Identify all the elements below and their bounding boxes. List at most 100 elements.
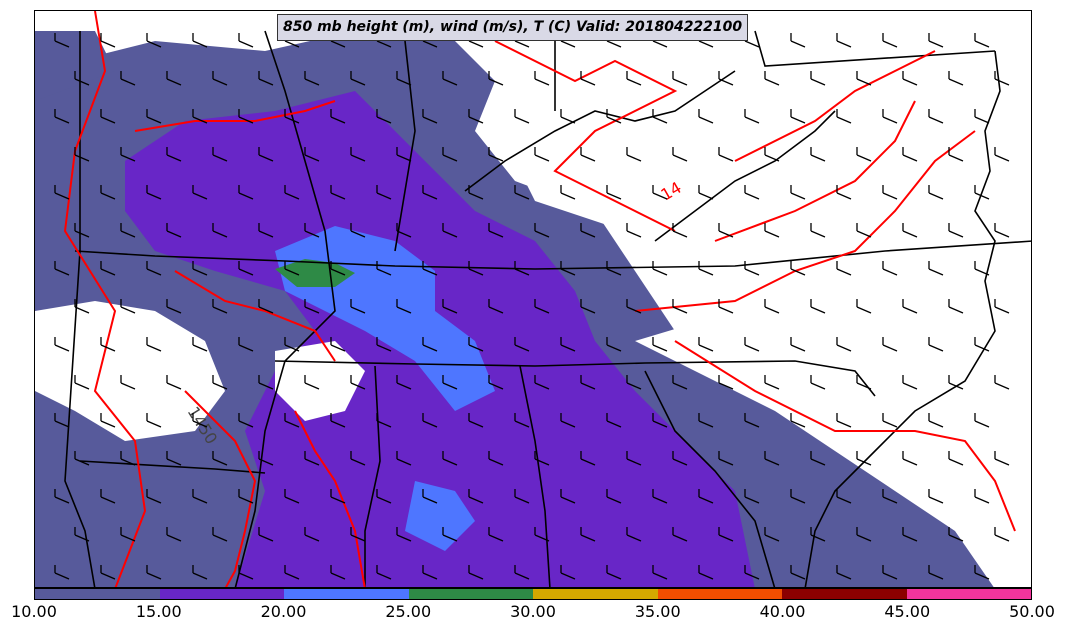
wind-barb — [192, 261, 208, 276]
wind-barb — [54, 33, 70, 48]
wind-barb — [882, 489, 898, 504]
wind-barb — [422, 109, 438, 124]
wind-barb — [718, 451, 734, 466]
wind-barb — [790, 109, 806, 124]
wind-barb — [718, 71, 734, 86]
wind-barb — [606, 109, 622, 124]
wind-barb — [856, 375, 872, 390]
wind-barb — [534, 223, 550, 238]
wind-barb — [192, 109, 208, 124]
wind-barb — [396, 223, 412, 238]
wind-barb — [672, 375, 688, 390]
wind-barb — [396, 71, 412, 86]
wind-barb — [790, 185, 806, 200]
wind-barb — [718, 299, 734, 314]
wind-barb — [422, 337, 438, 352]
wind-barb — [422, 565, 438, 580]
contour-line — [734, 50, 936, 162]
wind-barb — [54, 565, 70, 580]
wind-barb — [718, 147, 734, 162]
wind-barb — [698, 185, 714, 200]
wind-barb — [258, 451, 274, 466]
wind-barb — [304, 527, 320, 542]
wind-barb — [514, 261, 530, 276]
wind-barb — [376, 489, 392, 504]
wind-barb — [856, 527, 872, 542]
wind-barb — [146, 565, 162, 580]
wind-barb — [672, 147, 688, 162]
wind-barb — [764, 147, 780, 162]
wind-barb — [856, 71, 872, 86]
wind-barb — [238, 185, 254, 200]
wind-barb — [974, 185, 990, 200]
wind-barb — [330, 185, 346, 200]
wind-barb — [626, 299, 642, 314]
wind-barb — [376, 565, 392, 580]
wind-barb — [744, 337, 760, 352]
wind-barb — [698, 413, 714, 428]
wind-barb — [672, 299, 688, 314]
wind-barb — [100, 33, 116, 48]
wind-barb — [764, 299, 780, 314]
wind-barb — [534, 375, 550, 390]
wind-barb — [764, 451, 780, 466]
wind-barb — [330, 413, 346, 428]
wind-barb — [54, 413, 70, 428]
wind-barb — [238, 33, 254, 48]
wind-barb — [258, 147, 274, 162]
wind-barb — [238, 109, 254, 124]
wind-barb — [166, 147, 182, 162]
wind-barb — [120, 527, 136, 542]
wind-barb — [764, 527, 780, 542]
wind-barb — [100, 109, 116, 124]
wind-barb — [902, 527, 918, 542]
wind-barb — [580, 299, 596, 314]
colorbar-tick-label: 30.00 — [510, 602, 556, 621]
wind-barb — [54, 489, 70, 504]
wind-barb — [810, 71, 826, 86]
wind-barb — [560, 565, 576, 580]
wind-barb — [192, 413, 208, 428]
wind-barb — [120, 375, 136, 390]
wind-barb — [902, 375, 918, 390]
wind-barb — [350, 527, 366, 542]
wind-barb — [652, 261, 668, 276]
colorbar-tick-label: 25.00 — [385, 602, 432, 621]
wind-barb — [606, 413, 622, 428]
wind-barb — [928, 489, 944, 504]
wind-barb — [626, 147, 642, 162]
wind-barb — [396, 527, 412, 542]
wind-barb — [928, 261, 944, 276]
wind-barb — [560, 109, 576, 124]
wind-barb — [652, 337, 668, 352]
wind-barb — [146, 185, 162, 200]
wind-barb — [442, 147, 458, 162]
wind-barb — [238, 565, 254, 580]
wind-barb — [74, 299, 90, 314]
wind-barb — [442, 299, 458, 314]
wind-barb — [534, 71, 550, 86]
wind-barb — [192, 33, 208, 48]
wind-barb — [718, 527, 734, 542]
wind-barb — [836, 185, 852, 200]
wind-barb — [580, 375, 596, 390]
wind-barb — [580, 223, 596, 238]
wind-barb — [100, 489, 116, 504]
wind-barb — [330, 261, 346, 276]
colorbar-tick-label: 50.00 — [1009, 602, 1055, 621]
wind-fill-20-25-south — [405, 481, 475, 551]
wind-barb — [672, 223, 688, 238]
wind-barb — [514, 185, 530, 200]
wind-barb — [836, 261, 852, 276]
wind-barb — [488, 223, 504, 238]
wind-barb — [928, 109, 944, 124]
wind-barb — [698, 565, 714, 580]
wind-barb — [54, 109, 70, 124]
wind-barb — [974, 565, 990, 580]
wind-barb — [994, 223, 1010, 238]
wind-barb — [350, 451, 366, 466]
wind-barb — [672, 71, 688, 86]
wind-barb — [100, 261, 116, 276]
border-line — [519, 365, 551, 587]
wind-barb — [422, 261, 438, 276]
